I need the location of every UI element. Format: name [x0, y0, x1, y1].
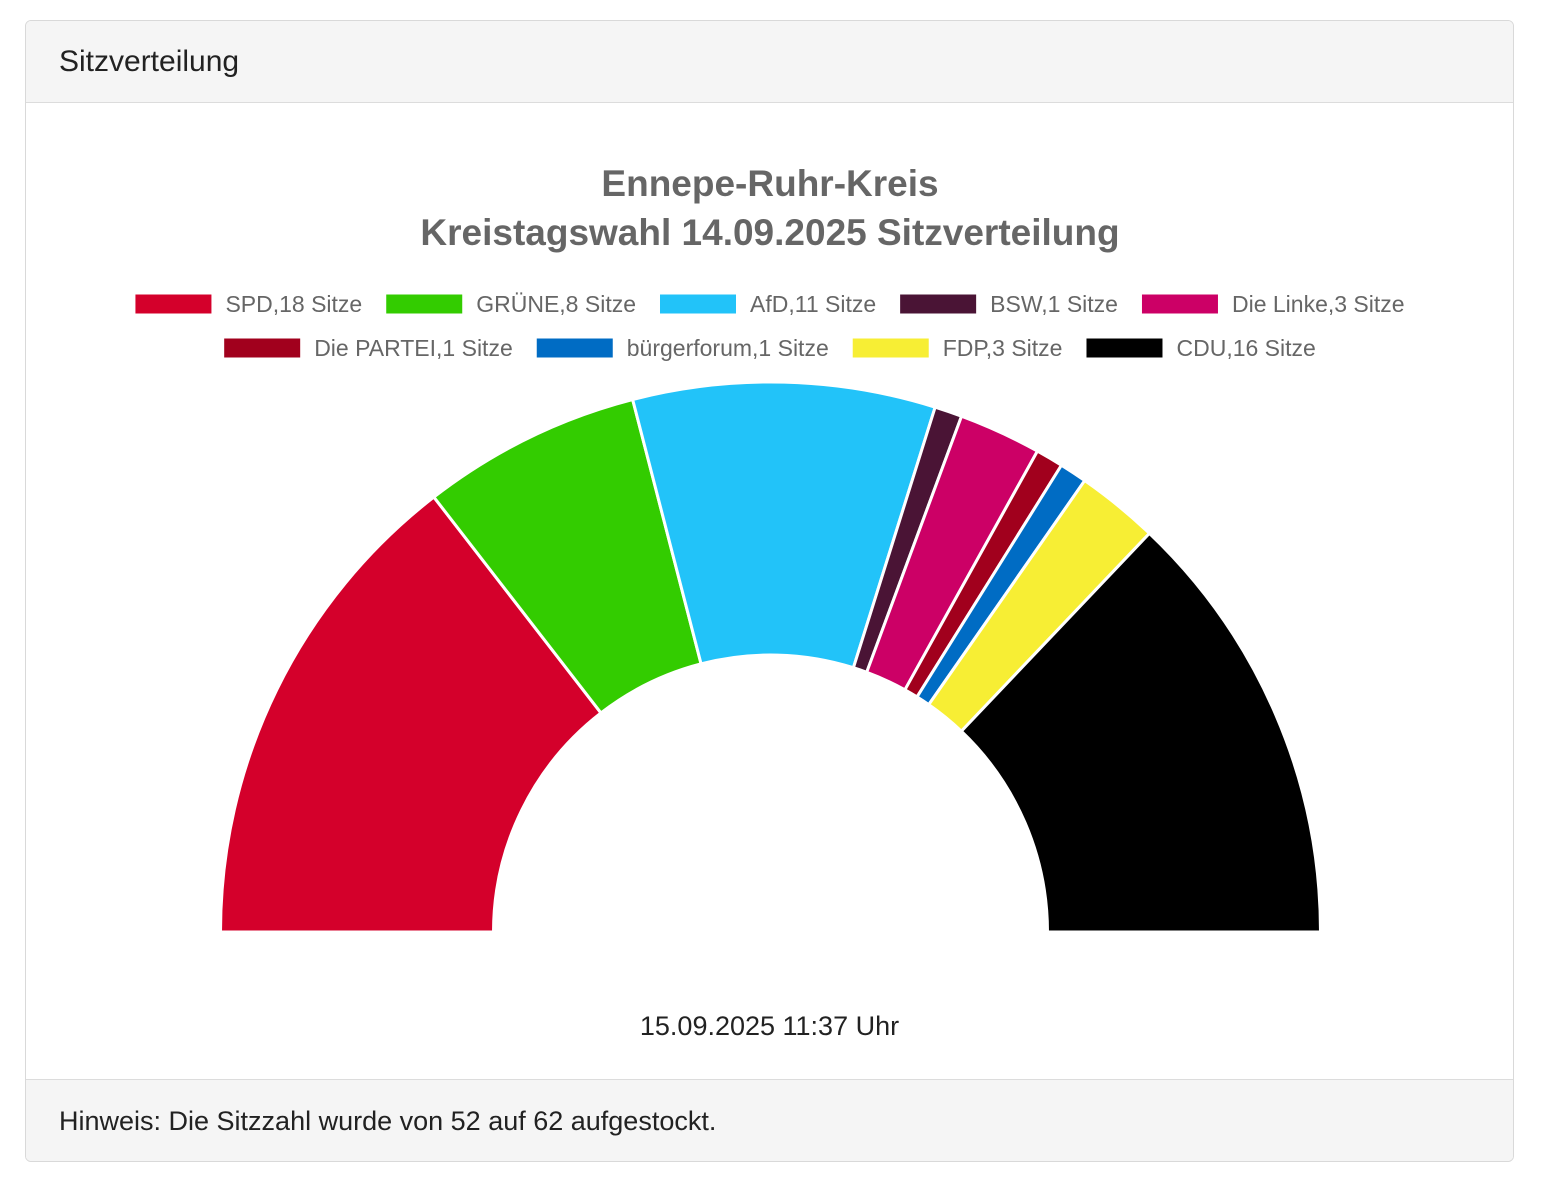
- legend-swatch-afd: [660, 294, 736, 314]
- legend-label-die-linke: Die Linke,3 Sitze: [1232, 291, 1405, 317]
- legend-item-cdu[interactable]: CDU,16 Sitze: [1086, 335, 1316, 361]
- legend-label-die-partei: Die PARTEI,1 Sitze: [314, 335, 513, 361]
- legend-swatch-gruene: [386, 294, 463, 314]
- seat-distribution-card: Sitzverteilung Ennepe-Ruhr-Kreis Kreista…: [25, 20, 1514, 1162]
- legend-item-spd[interactable]: SPD,18 Sitze: [135, 291, 362, 317]
- legend-swatch-die-linke: [1141, 294, 1218, 314]
- legend-item-buergerforum[interactable]: bürgerforum,1 Sitze: [536, 335, 829, 361]
- slice-cdu[interactable]: [959, 531, 1322, 934]
- seat-distribution-chart: Ennepe-Ruhr-Kreis Kreistagswahl 14.09.20…: [135, 163, 1405, 934]
- chart-legend: SPD,18 Sitze GRÜNE,8 Sitze AfD,11 Sitze BSW…: [135, 291, 1405, 361]
- legend-label-bsw: BSW,1 Sitze: [990, 291, 1118, 317]
- legend-label-afd: AfD,11 Sitze: [750, 291, 876, 317]
- chart-title: Ennepe-Ruhr-Kreis: [601, 163, 938, 204]
- card-footer: Hinweis: Die Sitzzahl wurde von 52 auf 6…: [26, 1079, 1513, 1161]
- legend-item-gruene[interactable]: GRÜNE,8 Sitze: [386, 291, 636, 317]
- legend-label-gruene: GRÜNE,8 Sitze: [476, 291, 636, 317]
- card-header: Sitzverteilung: [26, 21, 1513, 103]
- legend-label-cdu: CDU,16 Sitze: [1176, 335, 1315, 361]
- legend-swatch-cdu: [1086, 338, 1163, 358]
- chart-slices: [219, 380, 1322, 934]
- legend-swatch-bsw: [900, 294, 977, 314]
- legend-item-die-partei[interactable]: Die PARTEI,1 Sitze: [224, 335, 513, 361]
- chart-timestamp: 15.09.2025 11:37 Uhr: [639, 1011, 900, 1041]
- legend-swatch-die-partei: [224, 338, 301, 358]
- legend-swatch-buergerforum: [536, 338, 613, 358]
- legend-item-afd[interactable]: AfD,11 Sitze: [660, 291, 876, 317]
- legend-item-die-linke[interactable]: Die Linke,3 Sitze: [1141, 291, 1405, 317]
- chart-subtitle: Kreistagswahl 14.09.2025 Sitzverteilung: [420, 212, 1119, 253]
- footer-note: Hinweis: Die Sitzzahl wurde von 52 auf 6…: [59, 1106, 717, 1136]
- legend-item-bsw[interactable]: BSW,1 Sitze: [900, 291, 1118, 317]
- legend-label-fdp: FDP,3 Sitze: [943, 335, 1063, 361]
- legend-item-fdp[interactable]: FDP,3 Sitze: [852, 335, 1063, 361]
- legend-label-spd: SPD,18 Sitze: [225, 291, 362, 317]
- legend-label-buergerforum: bürgerforum,1 Sitze: [627, 335, 829, 361]
- legend-swatch-fdp: [852, 338, 929, 358]
- card-header-title: Sitzverteilung: [59, 45, 240, 78]
- legend-swatch-spd: [135, 294, 212, 314]
- slice-spd[interactable]: [219, 495, 603, 934]
